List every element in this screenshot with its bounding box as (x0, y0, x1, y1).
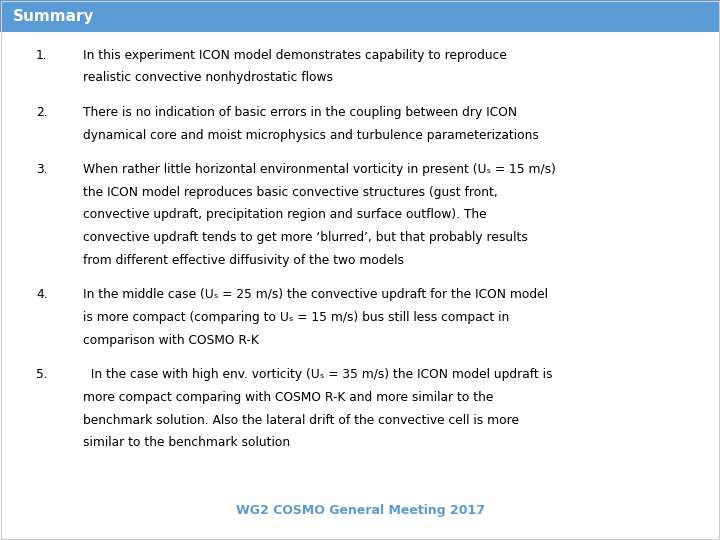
Text: the ICON model reproduces basic convective structures (gust front,: the ICON model reproduces basic convecti… (83, 186, 498, 199)
Text: convective updraft tends to get more ‘blurred’, but that probably results: convective updraft tends to get more ‘bl… (83, 231, 528, 244)
Text: similar to the benchmark solution: similar to the benchmark solution (83, 436, 290, 449)
Text: There is no indication of basic errors in the coupling between dry ICON: There is no indication of basic errors i… (83, 106, 517, 119)
Text: When rather little horizontal environmental vorticity in present (Uₛ = 15 m/s): When rather little horizontal environmen… (83, 163, 556, 176)
Text: realistic convective nonhydrostatic flows: realistic convective nonhydrostatic flow… (83, 71, 333, 84)
Text: 3.: 3. (36, 163, 48, 176)
Text: comparison with COSMO R-K: comparison with COSMO R-K (83, 334, 258, 347)
Text: dynamical core and moist microphysics and turbulence parameterizations: dynamical core and moist microphysics an… (83, 129, 539, 141)
Text: 1.: 1. (36, 49, 48, 62)
Text: 2.: 2. (36, 106, 48, 119)
FancyBboxPatch shape (0, 0, 720, 32)
Text: 4.: 4. (36, 288, 48, 301)
Text: more compact comparing with COSMO R-K and more similar to the: more compact comparing with COSMO R-K an… (83, 391, 493, 404)
Text: In this experiment ICON model demonstrates capability to reproduce: In this experiment ICON model demonstrat… (83, 49, 507, 62)
Text: is more compact (comparing to Uₛ = 15 m/s) bus still less compact in: is more compact (comparing to Uₛ = 15 m/… (83, 311, 509, 324)
Text: convective updraft, precipitation region and surface outflow). The: convective updraft, precipitation region… (83, 208, 487, 221)
Text: Summary: Summary (13, 9, 94, 24)
Text: benchmark solution. Also the lateral drift of the convective cell is more: benchmark solution. Also the lateral dri… (83, 414, 519, 427)
Text: from different effective diffusivity of the two models: from different effective diffusivity of … (83, 254, 404, 267)
Text: In the case with high env. vorticity (Uₛ = 35 m/s) the ICON model updraft is: In the case with high env. vorticity (Uₛ… (83, 368, 552, 381)
Text: 5.: 5. (36, 368, 48, 381)
Text: WG2 COSMO General Meeting 2017: WG2 COSMO General Meeting 2017 (235, 504, 485, 517)
Text: In the middle case (Uₛ = 25 m/s) the convective updraft for the ICON model: In the middle case (Uₛ = 25 m/s) the con… (83, 288, 548, 301)
